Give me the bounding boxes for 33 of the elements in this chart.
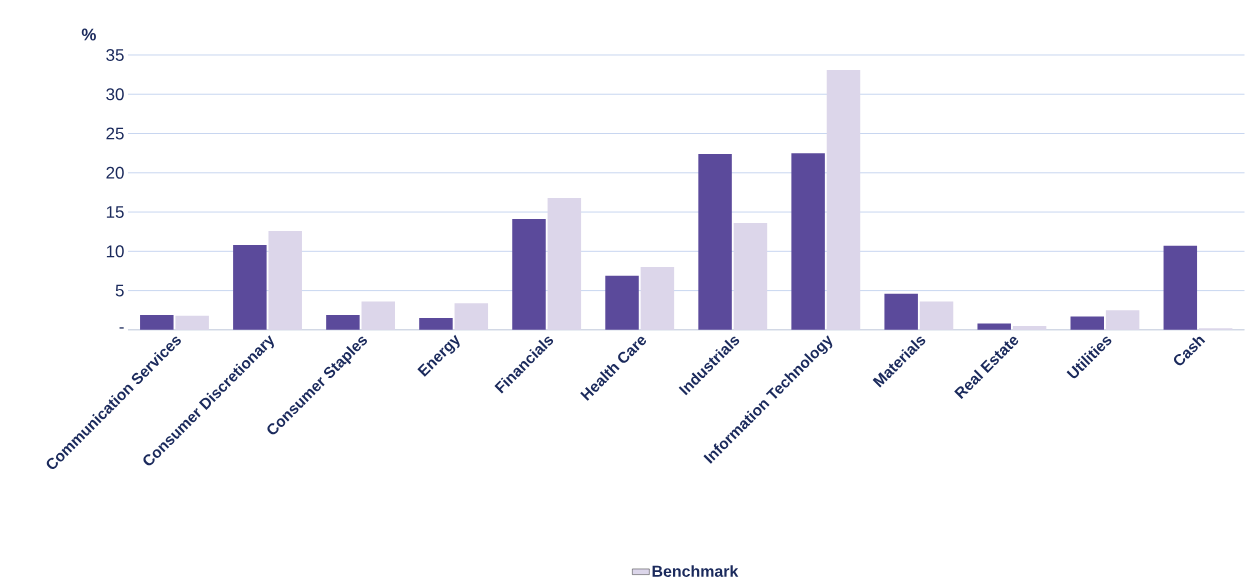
y-tick-label: - bbox=[119, 327, 124, 329]
bar bbox=[919, 301, 954, 330]
y-tick-label: 20 bbox=[106, 166, 124, 179]
y-tick-label: 10 bbox=[106, 245, 124, 258]
bar bbox=[1163, 245, 1198, 330]
bar bbox=[1012, 325, 1047, 330]
bar bbox=[268, 230, 302, 330]
bar bbox=[733, 222, 768, 330]
bar bbox=[698, 153, 732, 330]
bar bbox=[361, 301, 395, 330]
bar bbox=[977, 323, 1011, 330]
bar bbox=[547, 197, 582, 330]
bar bbox=[884, 293, 918, 330]
bar bbox=[605, 275, 639, 330]
bar bbox=[140, 314, 174, 330]
y-tick-label: 30 bbox=[106, 88, 124, 101]
legend-label: Benchmark bbox=[652, 565, 739, 577]
y-tick-label: 15 bbox=[106, 206, 124, 218]
y-tick-label: 5 bbox=[115, 284, 124, 297]
y-tick-label: 35 bbox=[106, 48, 124, 61]
bar bbox=[791, 153, 825, 330]
y-tick-label: 25 bbox=[106, 127, 124, 140]
bar bbox=[419, 317, 453, 330]
bar bbox=[454, 303, 489, 330]
bar bbox=[640, 266, 675, 330]
y-axis-title: % bbox=[81, 28, 96, 41]
bar bbox=[512, 219, 546, 330]
bar bbox=[326, 314, 360, 330]
bar bbox=[826, 69, 861, 330]
bar bbox=[233, 244, 267, 330]
bar bbox=[1070, 316, 1105, 330]
bar bbox=[175, 315, 209, 330]
bar bbox=[1105, 310, 1140, 330]
